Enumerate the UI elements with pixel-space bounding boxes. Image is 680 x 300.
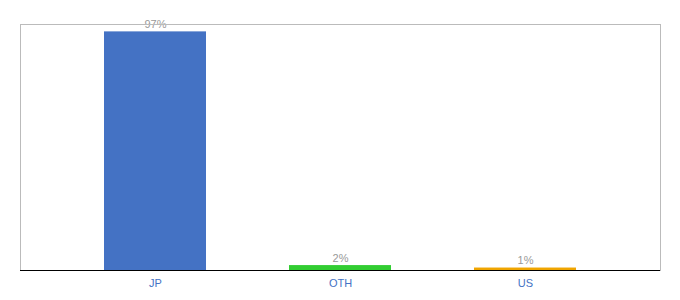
svg-text:US: US: [518, 277, 533, 289]
svg-text:JP: JP: [149, 277, 162, 289]
svg-text:OTH: OTH: [329, 277, 352, 289]
svg-text:97%: 97%: [144, 18, 166, 30]
svg-text:2%: 2%: [333, 252, 349, 264]
svg-text:1%: 1%: [518, 254, 534, 266]
